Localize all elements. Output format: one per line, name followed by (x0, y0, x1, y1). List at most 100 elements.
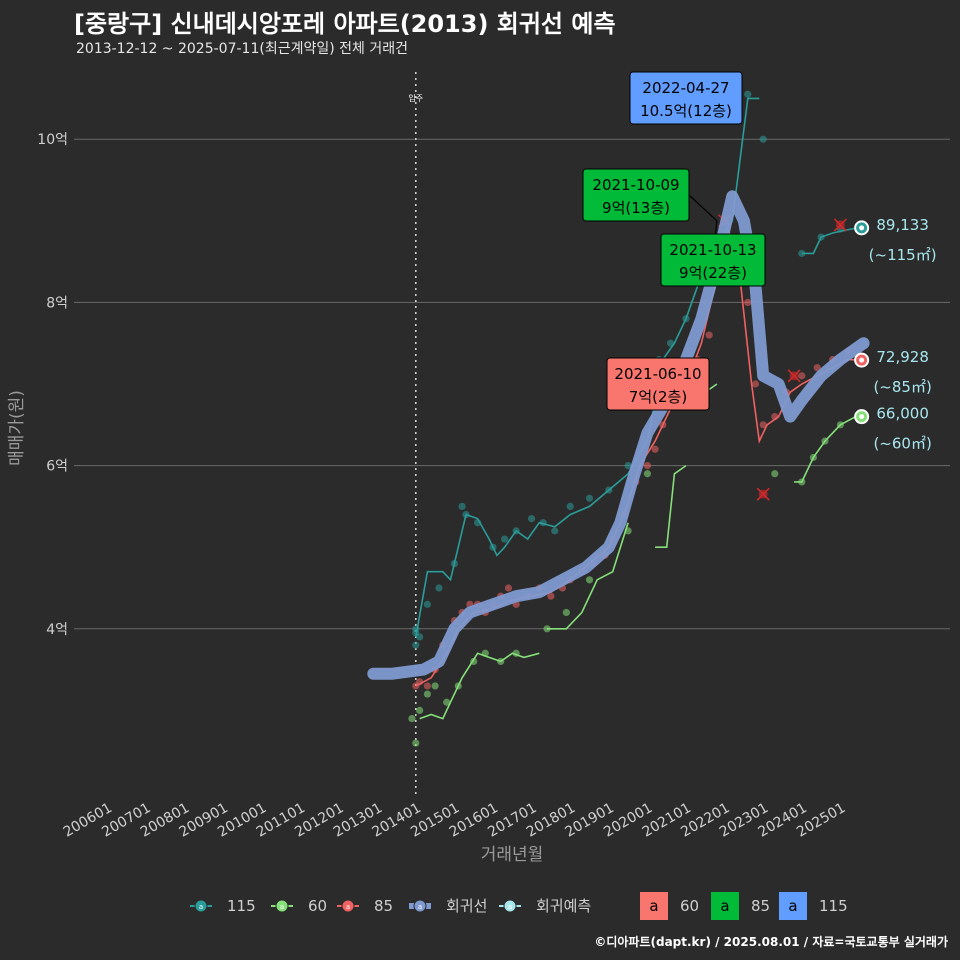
end-area-label: (~85㎡) (873, 378, 931, 396)
series-115-point (489, 543, 497, 551)
legend-swatch-glyph: a (418, 903, 422, 911)
series-115-point (528, 515, 536, 523)
end-area-label: (~60㎡) (873, 435, 931, 453)
annotation-date: 2021-10-09 (592, 176, 679, 194)
legend-label: 회귀예측 (536, 897, 591, 915)
series-85-point (813, 364, 821, 372)
outlier-cross (756, 487, 770, 501)
series-115-point (798, 249, 806, 258)
y-tick-label: 4억 (46, 622, 68, 638)
annotation-price: 9억(13층) (602, 199, 670, 217)
end-area-label: (~115㎡) (869, 246, 937, 264)
series-60-point (431, 682, 439, 690)
series-60-point (798, 478, 806, 486)
end-marker-dot (859, 225, 865, 231)
series-85-point (771, 413, 779, 421)
chart-subtitle: 2013-12-12 ~ 2025-07-11(최근계약일) 전체 거래건 (76, 41, 408, 57)
series-85-point (643, 462, 652, 470)
series-85-point (659, 421, 667, 429)
end-value-label: 89,133 (876, 216, 929, 234)
y-tick-label: 6억 (46, 459, 68, 475)
series-60-point (624, 527, 632, 535)
series-85-point (423, 682, 431, 690)
y-tick-label: 8억 (46, 295, 68, 311)
series-60-point (408, 714, 416, 723)
legend-swatch-dot (275, 899, 289, 913)
series-115-point (500, 535, 509, 543)
annotation-price: 9억(22층) (679, 264, 747, 282)
legend-box-label: 85 (751, 897, 770, 915)
series-60-point (836, 421, 845, 429)
series-60-line (794, 415, 857, 483)
series-85-point (759, 421, 767, 429)
legend-label: 60 (308, 897, 327, 915)
legend-box-glyph: a (649, 897, 658, 915)
legend-swatch-dot (503, 899, 517, 913)
series-115-point (412, 641, 420, 649)
legend-swatch-dot (413, 899, 427, 913)
chart-title: [중랑구] 신내데시앙포레 아파트(2013) 회귀선 예측 (74, 10, 616, 38)
series-115-line (801, 227, 856, 255)
series-115-point (605, 486, 613, 494)
series-115-point (512, 527, 520, 535)
legend-label: 회귀선 (446, 897, 487, 915)
series-115-point (744, 90, 752, 98)
annotation-date: 2021-10-13 (669, 241, 756, 259)
end-value-label: 72,928 (876, 348, 929, 366)
legend-swatch-glyph: a (199, 903, 203, 911)
legend-box-label: 115 (819, 897, 848, 915)
move-in-label: 입주 (408, 94, 423, 103)
series-85-point (651, 445, 659, 453)
series-60-point (497, 657, 505, 666)
legend-box-glyph: a (788, 897, 797, 915)
series-115-point (458, 502, 466, 510)
annotation-price: 10.5억(12층) (640, 102, 732, 120)
series-85-point (504, 584, 513, 592)
legend-box (779, 892, 807, 920)
series-85-point (751, 380, 760, 388)
x-axis-title: 거래년월 (481, 845, 544, 865)
series-60-point (454, 682, 462, 690)
series-115-point (416, 633, 424, 641)
series-85-point (705, 331, 713, 339)
annotation-box (629, 71, 743, 125)
series-85-point (547, 592, 555, 600)
legend-swatch-glyph: a (346, 903, 350, 911)
legend-box (640, 892, 668, 920)
legend-box (711, 892, 739, 920)
annotation-box (660, 233, 766, 287)
series-115-point (585, 494, 594, 502)
series-60-point (443, 698, 451, 706)
series-115-point (551, 527, 559, 535)
series-60-point (543, 625, 551, 633)
annotation-date: 2021-06-10 (614, 365, 701, 383)
legend-box-label: 60 (680, 897, 699, 915)
outlier-cross (833, 218, 847, 232)
series-60-point (423, 690, 431, 698)
y-axis-title: 매매가(원) (7, 390, 27, 466)
end-marker-dot (859, 414, 865, 420)
annotation-price: 7억(2층) (629, 388, 687, 406)
series-60-point (771, 470, 779, 478)
series-60-point (562, 608, 570, 617)
series-115-point (666, 339, 675, 347)
outlier-cross (787, 369, 801, 383)
series-60-point (481, 649, 489, 657)
annotation-date: 2022-04-27 (642, 79, 729, 97)
annotation-box (582, 168, 690, 222)
legend-swatch-dot (194, 899, 208, 913)
credit-text: ©디아파트(dapt.kr) / 2025.08.01 / 자료=국토교통부 실… (594, 935, 948, 949)
annotation-box (606, 357, 710, 411)
series-85-point (798, 372, 806, 380)
y-tick-label: 10억 (37, 132, 68, 148)
annotation-leader (688, 194, 718, 222)
series-115-point (423, 600, 431, 608)
legend-label: 115 (227, 897, 256, 915)
series-115-point (566, 502, 574, 510)
regression-line (367, 190, 870, 680)
series-60-point (416, 706, 424, 715)
series-60-line (655, 464, 687, 548)
series-115-point (450, 559, 458, 568)
legend-swatch-glyph: a (508, 903, 512, 911)
